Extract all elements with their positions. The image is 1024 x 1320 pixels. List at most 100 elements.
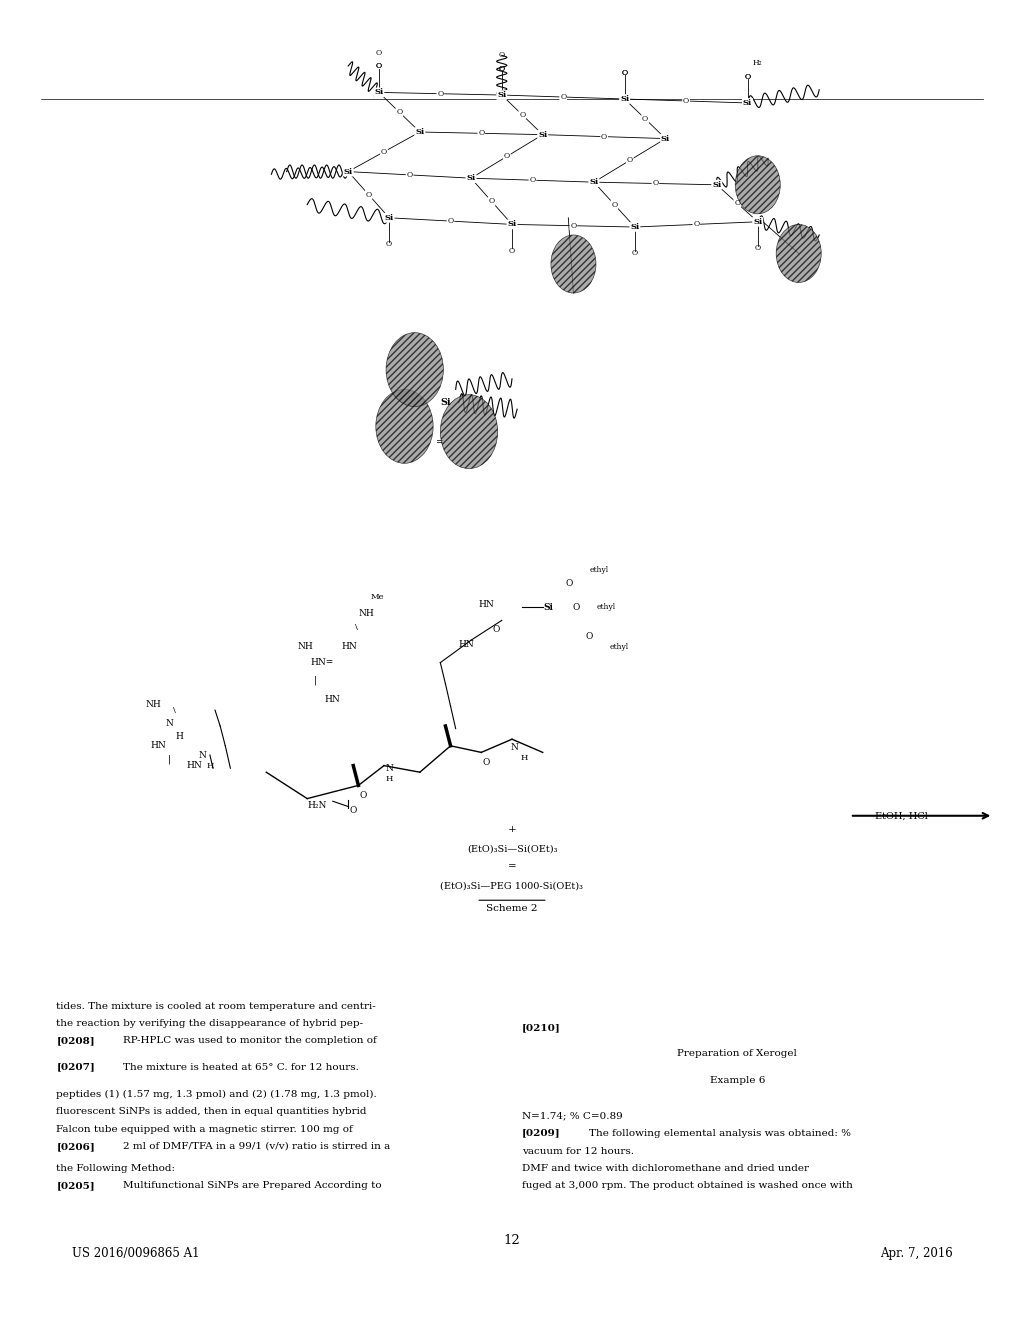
Text: O: O [560,92,566,102]
Text: O: O [755,244,761,252]
Text: Si: Si [374,88,384,96]
Text: H₂N: H₂N [308,801,327,809]
Text: Si: Si [543,603,553,611]
Text: the Following Method:: the Following Method: [56,1164,175,1173]
Circle shape [440,395,498,469]
Text: Example 6: Example 6 [710,1076,765,1085]
Text: Si: Si [589,178,599,186]
Text: O: O [482,759,490,767]
Text: O: O [683,96,689,106]
Circle shape [376,389,433,463]
Text: The mixture is heated at 65° C. for 12 hours.: The mixture is heated at 65° C. for 12 h… [123,1063,358,1072]
Text: O: O [632,249,638,257]
Text: =: = [436,438,444,446]
Text: H: H [206,762,214,770]
Text: O: O [622,69,628,77]
Text: O: O [693,220,699,228]
Text: Si: Si [620,95,630,103]
Text: O: O [366,190,372,199]
Text: HN: HN [341,643,356,651]
Text: RP-HPLC was used to monitor the completion of: RP-HPLC was used to monitor the completi… [123,1036,377,1045]
Text: O: O [499,65,505,73]
Text: O: O [437,90,443,98]
Text: O: O [529,176,536,185]
Text: Multifunctional SiNPs are Prepared According to: Multifunctional SiNPs are Prepared Accor… [123,1181,382,1191]
Text: NH: NH [145,701,162,709]
Text: HN: HN [186,762,203,770]
Text: vacuum for 12 hours.: vacuum for 12 hours. [522,1147,634,1156]
Text: O: O [386,240,392,248]
Text: Si: Si [630,223,640,231]
Text: O: O [381,148,387,156]
Text: HN: HN [458,640,474,648]
Text: NH: NH [297,643,313,651]
Text: N: N [510,743,518,751]
Text: O: O [611,201,617,209]
Text: ethyl: ethyl [609,643,629,651]
Text: O: O [744,73,751,81]
Text: US 2016/0096865 A1: US 2016/0096865 A1 [72,1247,200,1261]
Text: N: N [385,764,393,772]
Text: O: O [359,792,368,800]
Text: Si: Si [507,220,517,228]
Text: O: O [642,115,648,123]
Text: ethyl: ethyl [590,566,609,574]
Text: +: + [508,825,516,834]
Text: H: H [520,754,528,762]
Text: [0207]: [0207] [56,1063,95,1072]
Text: ethyl: ethyl [597,603,616,611]
Text: [0209]: [0209] [522,1129,561,1138]
Text: O: O [376,62,382,70]
Text: |: | [168,754,170,764]
Text: N: N [165,719,173,727]
Text: Me: Me [370,593,384,601]
Text: (EtO)₃Si—Si(OEt)₃: (EtO)₃Si—Si(OEt)₃ [467,845,557,854]
Text: Si: Si [538,131,548,139]
Text: The following elemental analysis was obtained: %: The following elemental analysis was obt… [589,1129,851,1138]
Text: 2 ml of DMF/TFA in a 99/1 (v/v) ratio is stirred in a: 2 ml of DMF/TFA in a 99/1 (v/v) ratio is… [123,1142,390,1151]
Text: Si: Si [384,214,394,222]
Text: Si: Si [415,128,425,136]
Text: fuged at 3,000 rpm. The product obtained is washed once with: fuged at 3,000 rpm. The product obtained… [522,1181,853,1191]
Text: H: H [175,733,183,741]
Text: N: N [199,751,207,759]
Text: O: O [565,579,573,587]
Text: Si: Si [466,174,476,182]
Text: H₂: H₂ [753,59,763,67]
Text: O: O [570,222,577,230]
Text: O: O [652,180,658,187]
Text: \: \ [173,706,175,714]
Text: DMF and twice with dichloromethane and dried under: DMF and twice with dichloromethane and d… [522,1164,809,1173]
Text: N=1.74; % C=0.89: N=1.74; % C=0.89 [522,1111,623,1121]
Text: O: O [504,152,510,161]
Text: HN: HN [478,601,495,609]
Text: O: O [601,132,607,141]
Text: O: O [585,632,593,640]
Text: the reaction by verifying the disappearance of hybrid pep-: the reaction by verifying the disappeara… [56,1019,364,1028]
Text: O: O [499,51,505,59]
Text: O: O [572,603,581,611]
Text: tides. The mixture is cooled at room temperature and centri-: tides. The mixture is cooled at room tem… [56,1002,376,1011]
Text: (EtO)₃Si—PEG 1000-Si(OEt)₃: (EtO)₃Si—PEG 1000-Si(OEt)₃ [440,882,584,891]
Text: Si: Si [712,181,722,189]
Text: O: O [509,247,515,255]
Text: H: H [385,775,393,783]
Text: O: O [376,62,382,70]
Text: [0206]: [0206] [56,1142,95,1151]
Circle shape [735,156,780,214]
Text: O: O [376,49,382,57]
Text: [0205]: [0205] [56,1181,95,1191]
Text: |: | [314,675,316,685]
Text: fluorescent SiNPs is added, then in equal quantities hybrid: fluorescent SiNPs is added, then in equa… [56,1107,367,1117]
Text: [0208]: [0208] [56,1036,95,1045]
Text: NH: NH [358,610,375,618]
Text: Preparation of Xerogel: Preparation of Xerogel [677,1049,798,1059]
Circle shape [386,333,443,407]
Text: Si: Si [343,168,353,176]
Text: HN: HN [325,696,341,704]
Text: Scheme 2: Scheme 2 [486,904,538,913]
Text: O: O [447,216,454,226]
Text: O: O [396,108,402,116]
Circle shape [776,224,821,282]
Text: O: O [488,197,495,206]
